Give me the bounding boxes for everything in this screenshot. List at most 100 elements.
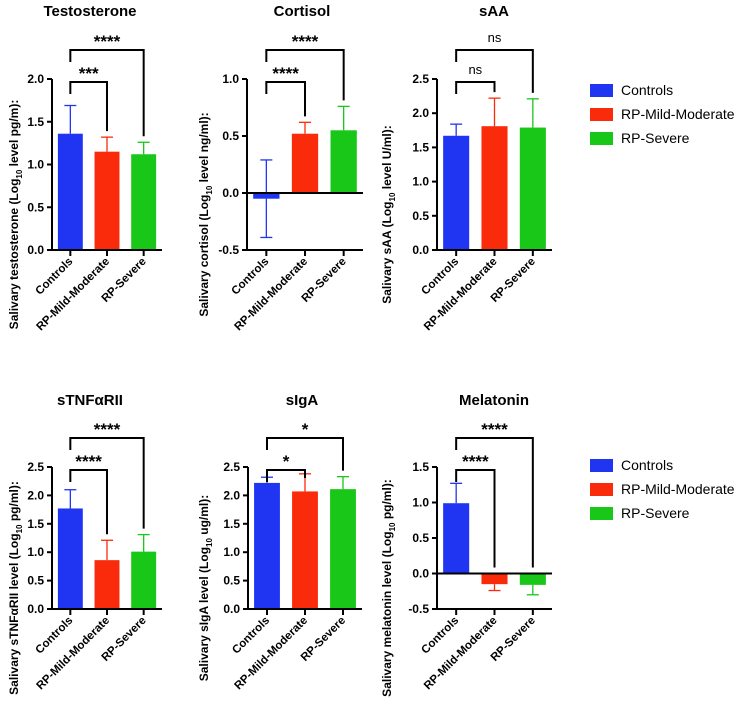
chart-title: Cortisol (274, 3, 331, 20)
y-axis-label: Salivary sTNFαRII level (Log10 pg/ml): (7, 481, 24, 695)
y-axis-label-part: pg/ml): (7, 481, 21, 524)
y-tick-label: 0.5 (412, 209, 429, 223)
y-tick-label: 1.0 (27, 545, 44, 559)
legend-swatch (590, 132, 613, 145)
y-tick-label: 0.5 (223, 574, 240, 588)
y-tick-label: 2.0 (223, 488, 240, 502)
significance-label: *** (79, 64, 99, 83)
significance-label: **** (272, 64, 299, 83)
y-axis-label-part: Salivary sTNFαRII level (Log (7, 533, 21, 694)
y-tick-label: 0.0 (223, 602, 240, 616)
bar-rp-mild-moderate (292, 491, 318, 609)
chart-panel-saa: sAA Salivary sAA (Log10 level U/ml): 0.0 0.… (380, 3, 552, 333)
y-tick-label: 1.0 (27, 158, 44, 172)
y-tick-label: 1.5 (223, 517, 240, 531)
bar-controls (443, 135, 470, 250)
significance-bracket (266, 469, 306, 482)
y-tick-label: 1.0 (222, 72, 239, 86)
y-tick-label: 0.0 (222, 186, 239, 200)
y-axis-label-part: level ng/ml): (197, 112, 211, 185)
legend-swatch (590, 483, 613, 496)
chart-panel-stnfαrii: sTNFαRII Salivary sTNFαRII level (Log10 p… (7, 392, 162, 695)
significance-label: **** (292, 32, 319, 51)
legend-swatch (590, 507, 613, 520)
bar-rp-severe (519, 127, 546, 250)
y-tick-label: 2.0 (27, 72, 44, 86)
bar-controls (57, 133, 83, 250)
x-tick-label: RP-Mild-Moderate (233, 615, 311, 693)
y-axis-label: Salivary testosterone (Log10 level pg/m)… (7, 100, 24, 330)
bar-rp-mild-moderate (94, 560, 120, 609)
significance-label: * (302, 420, 309, 439)
y-tick-label: 1.5 (27, 517, 44, 531)
legend: Controls RP-Mild-Moderate RP-Severe (590, 82, 735, 146)
y-tick-label: 0.5 (27, 200, 44, 214)
y-tick-label: 1.0 (223, 545, 240, 559)
significance-bracket (69, 49, 145, 137)
y-tick-label: 2.5 (412, 72, 429, 86)
y-axis-label-subscript: 10 (388, 192, 397, 201)
y-tick-label: 0.0 (412, 567, 429, 581)
chart-title: Testosterone (43, 3, 136, 20)
y-tick-label: 0.0 (27, 243, 44, 257)
y-tick-label: 1.5 (412, 140, 429, 154)
chart-panel-testosterone: Testosterone Salivary testosterone (Log10… (7, 3, 162, 333)
significance-label: **** (481, 420, 508, 439)
y-tick-label: 1.0 (412, 175, 429, 189)
y-axis-label-subscript: 10 (205, 185, 214, 194)
y-tick-label: 1.5 (412, 460, 429, 474)
y-axis-label-part: Salivary sAA (Log (380, 202, 394, 304)
chart-title: sIgA (286, 392, 319, 409)
y-tick-label: 2.0 (412, 106, 429, 120)
significance-bracket (455, 437, 534, 568)
y-tick-label: 0.5 (222, 129, 239, 143)
significance-bracket (265, 81, 306, 117)
y-axis-label-subscript: 10 (388, 522, 397, 531)
bar-rp-mild-moderate (94, 151, 120, 250)
significance-bracket (69, 437, 145, 529)
bar-rp-mild-moderate (291, 133, 319, 193)
y-tick-label: 1.0 (412, 496, 429, 510)
legend-swatch (590, 459, 613, 472)
significance-label: **** (94, 32, 121, 51)
legend-label: Controls (621, 82, 673, 98)
y-axis-label: Salivary sAA (Log10 level U/ml): (380, 125, 397, 304)
x-tick-label: RP-Mild-Moderate (422, 615, 500, 693)
significance-label: ns (468, 62, 482, 77)
bar-rp-mild-moderate (481, 573, 508, 585)
y-axis-label-part: Salivary melatonin level (Log (380, 531, 394, 696)
bar-controls (254, 482, 280, 609)
y-axis-label-subscript: 10 (205, 538, 214, 547)
legend-label: RP-Severe (621, 130, 690, 146)
bar-rp-severe (330, 130, 357, 193)
significance-label: **** (75, 452, 102, 471)
y-tick-label: 0.5 (412, 531, 429, 545)
legend-swatch (590, 84, 613, 97)
y-axis-label-part: level U/ml): (380, 125, 394, 192)
x-tick-label: RP-Mild-Moderate (233, 256, 311, 334)
legend-swatch (590, 108, 613, 121)
significance-label: * (283, 452, 290, 471)
bar-rp-severe (519, 573, 546, 585)
significance-bracket (455, 49, 534, 93)
y-tick-label: -0.5 (218, 243, 239, 257)
significance-bracket (266, 437, 344, 471)
bar-rp-mild-moderate (481, 126, 508, 250)
x-tick-label: RP-Mild-Moderate (422, 256, 500, 334)
significance-bracket (455, 81, 496, 94)
y-tick-label: 0.0 (412, 243, 429, 257)
y-axis-label-part: level pg/m): (7, 100, 21, 170)
y-tick-label: 2.5 (223, 460, 240, 474)
y-axis-label-part: ug/ml): (197, 495, 211, 538)
y-tick-label: 1.5 (27, 115, 44, 129)
bar-rp-severe (330, 489, 356, 609)
significance-bracket (265, 49, 345, 101)
chart-title: Melatonin (459, 392, 529, 409)
y-axis-label-subscript: 10 (15, 524, 24, 533)
legend-label: Controls (621, 457, 673, 473)
significance-bracket (69, 469, 108, 535)
chart-panel-cortisol: Cortisol Salivary cortisol (Log10 level n… (197, 3, 363, 333)
bar-controls (443, 503, 470, 574)
significance-bracket (69, 81, 108, 132)
